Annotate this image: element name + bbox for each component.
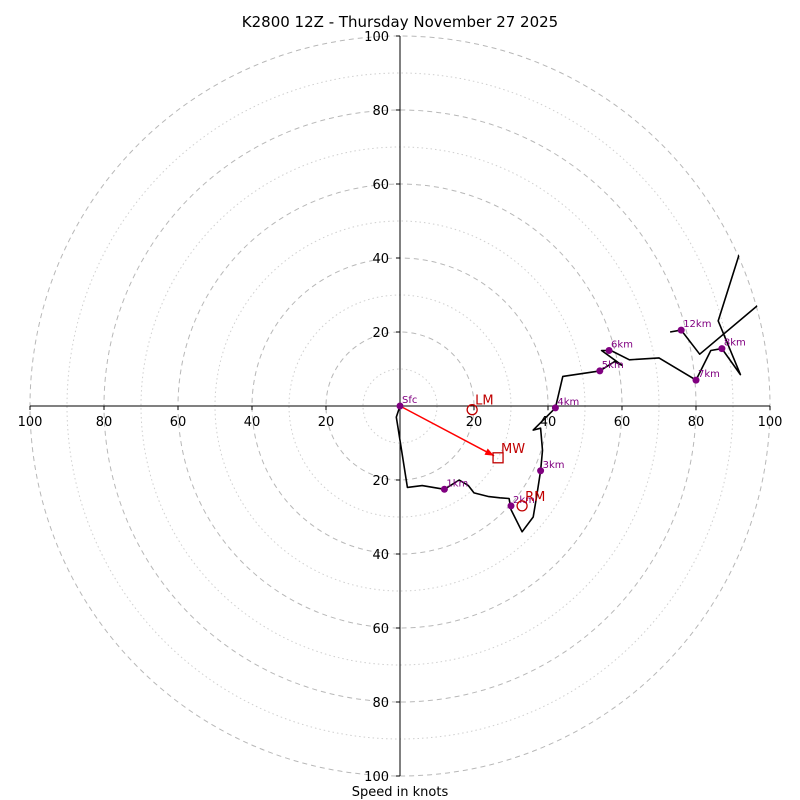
x-tick-label: 20 (318, 415, 335, 430)
y-tick-label: 20 (372, 326, 389, 341)
storm-motion-label: LM (475, 394, 493, 409)
height-marker-dot (677, 326, 685, 334)
height-marker-dot (537, 467, 545, 475)
y-tick-label: 100 (364, 30, 389, 45)
height-marker-dot (507, 502, 515, 510)
height-marker-label: 8km (724, 338, 746, 349)
height-marker-label: 12km (683, 319, 711, 330)
chart-title: K2800 12Z - Thursday November 27 2025 (242, 13, 558, 31)
storm-motion-label: MW (501, 442, 525, 457)
height-marker-label: 1km (446, 478, 468, 489)
y-tick-label: 60 (372, 178, 389, 193)
height-marker-label: Sfc (402, 395, 417, 406)
height-marker-dot (692, 376, 700, 384)
hodograph-trace (395, 205, 771, 533)
height-marker-label: 2km (513, 495, 535, 506)
height-marker-label: 4km (557, 397, 579, 408)
height-marker-label: 3km (543, 460, 565, 471)
x-tick-label: 20 (466, 415, 483, 430)
x-tick-label: 100 (18, 415, 43, 430)
x-tick-label: 80 (96, 415, 113, 430)
height-marker-dot (396, 402, 404, 410)
x-axis-label: Speed in knots (352, 785, 449, 800)
height-marker-dot (605, 347, 613, 354)
tick-labels: 100 80 60 40 20 20 40 60 80 100 100 80 60 40 20 20 40 60 8… (18, 30, 783, 785)
height-marker-dot (551, 404, 559, 412)
storm-motion-marker (466, 404, 478, 416)
height-marker-dot (718, 345, 726, 353)
height-marker-dot (440, 485, 448, 493)
storm-motion-marker (516, 500, 528, 512)
x-tick-label: 60 (614, 415, 631, 430)
x-tick-label: 40 (244, 415, 261, 430)
height-marker-label: 7km (698, 369, 720, 380)
height-markers: Sfc 1km 2km 3km 4km 5km 6km 7km 8km 12km (396, 319, 746, 510)
shear-vector-line (399, 405, 495, 457)
height-marker-label: 5km (602, 360, 624, 371)
y-tick-label: 20 (372, 474, 389, 489)
y-tick-label: 100 (364, 770, 389, 785)
x-tick-label: 40 (540, 415, 557, 430)
x-tick-label: 80 (688, 415, 705, 430)
shear-vector-arrowhead (484, 448, 495, 456)
height-marker-label: 6km (611, 340, 633, 351)
hodograph-line (395, 205, 771, 533)
y-tick-label: 60 (372, 622, 389, 637)
y-tick-label: 80 (372, 696, 389, 711)
x-tick-label: 60 (170, 415, 187, 430)
y-tick-label: 80 (372, 104, 389, 119)
height-marker-dot (596, 367, 604, 375)
y-tick-label: 40 (372, 252, 389, 267)
y-tick-label: 40 (372, 548, 389, 563)
storm-motion-marker (492, 452, 504, 464)
storm-motion-label: RM (525, 490, 545, 505)
x-tick-label: 100 (758, 415, 783, 430)
storm-motions: LM MW RM (466, 394, 545, 512)
shear-vector (399, 405, 495, 457)
